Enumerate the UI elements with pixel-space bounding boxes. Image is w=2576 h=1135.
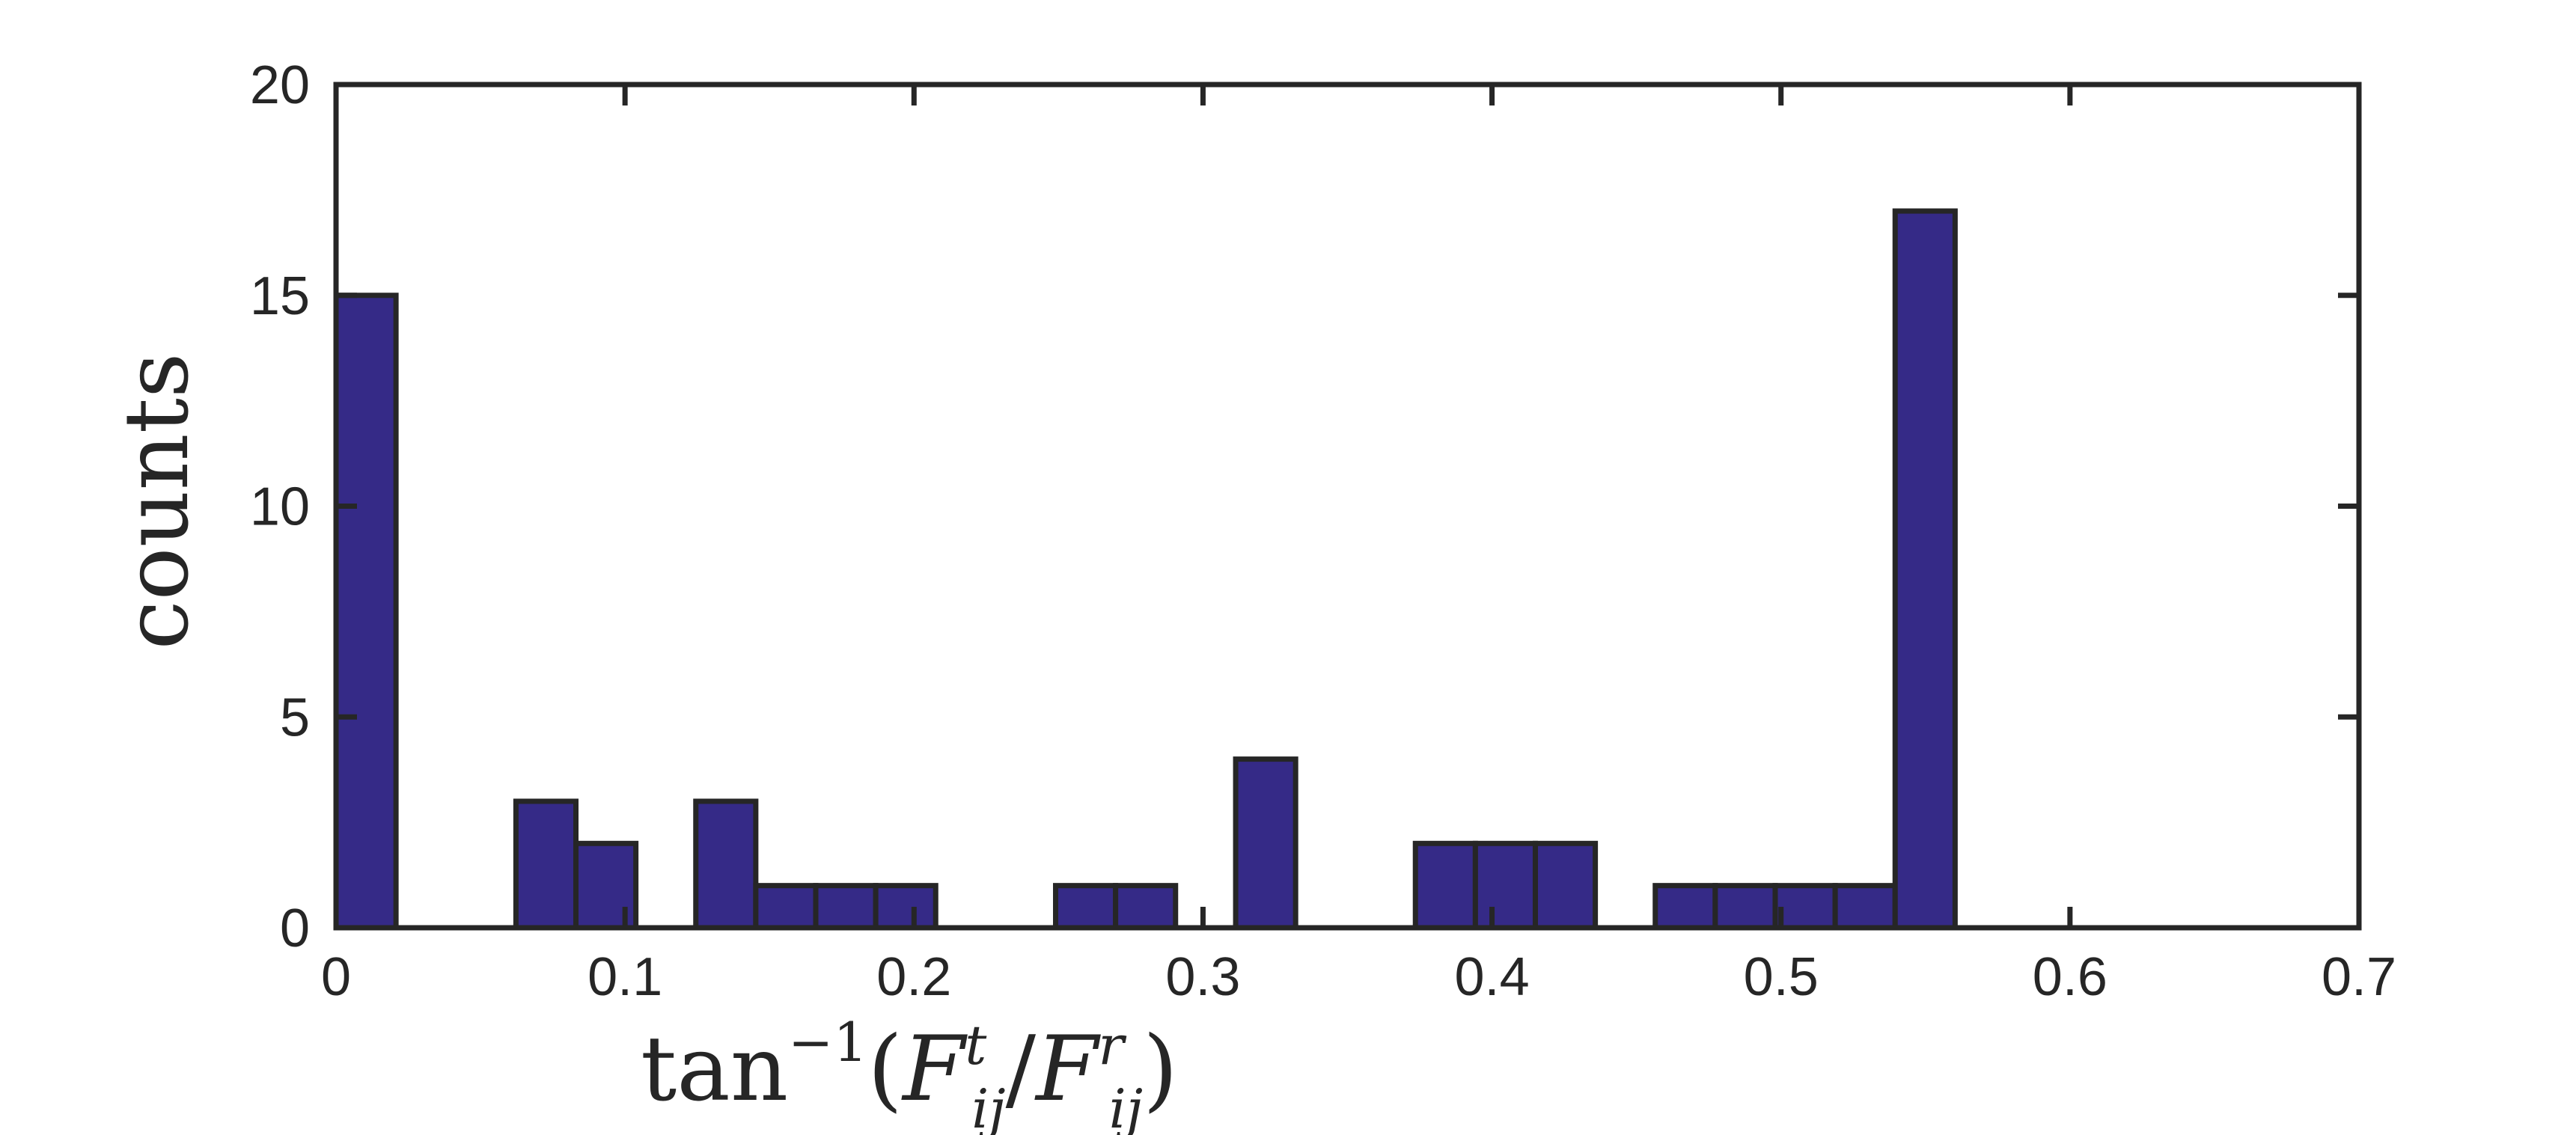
histogram-bar: [1772, 883, 1838, 931]
x-axis-label-func: tan: [641, 1018, 788, 1122]
x-axis-label-denominator: F: [1034, 1018, 1101, 1122]
histogram-bar: [813, 883, 879, 931]
histogram-bar: [1712, 883, 1778, 931]
x-axis-label: tan−1(Ft ij/Fr ij): [641, 1011, 1178, 1135]
x-tick-label: 0.1: [587, 947, 662, 1007]
x-tick-label: 0.6: [2033, 947, 2108, 1007]
y-tick-label: 20: [250, 55, 310, 115]
histogram-bar: [1652, 883, 1718, 931]
histogram-bar: [513, 798, 579, 931]
histogram-bar: [1472, 840, 1538, 931]
histogram-bar: [1233, 756, 1298, 931]
y-axis-label: counts: [105, 352, 208, 649]
x-axis-label-denominator-sup: r: [1098, 1014, 1126, 1077]
x-axis-label-numerator: F: [901, 1018, 968, 1122]
ticks-group: [333, 82, 2362, 931]
x-tick-label: 0.3: [1165, 947, 1240, 1007]
x-tick-label: 0.2: [876, 947, 951, 1007]
x-axis-label-close-paren: ): [1143, 1018, 1178, 1122]
bars-group: [333, 208, 1958, 931]
x-axis-label-denominator-sub: ij: [1109, 1077, 1143, 1135]
x-tick-label: 0.5: [1744, 947, 1819, 1007]
histogram-bar: [873, 883, 938, 931]
histogram-bar: [753, 883, 819, 931]
histogram-bar: [1412, 840, 1478, 931]
y-tick-label: 10: [250, 477, 310, 537]
histogram-bar: [1892, 208, 1958, 931]
x-axis-label-numerator-sub: ij: [971, 1077, 1005, 1135]
x-axis-label-numerator-sup: t: [965, 1014, 987, 1077]
histogram-bar: [1832, 883, 1898, 931]
y-tick-label: 0: [280, 899, 310, 958]
tick-labels-group: 0 0.1 0.2 0.3 0.4 0.5 0.6 0.7 0 5 10 15 20: [250, 55, 2396, 1007]
histogram-bar: [1052, 883, 1119, 931]
y-tick-label: 15: [250, 266, 310, 326]
x-tick-label: 0.7: [2322, 947, 2396, 1007]
histogram-bar: [1113, 883, 1179, 931]
y-tick-label: 5: [280, 688, 310, 747]
x-tick-label: 0: [321, 947, 351, 1007]
x-axis-label-open-paren: (: [867, 1018, 903, 1122]
x-axis-label-func-exponent: −1: [788, 1011, 867, 1074]
histogram-bar: [333, 293, 399, 931]
plot-frame: [333, 82, 2362, 931]
x-axis-label-slash: /: [1006, 1018, 1037, 1122]
histogram-bar: [1532, 840, 1599, 931]
x-tick-label: 0.4: [1455, 947, 1530, 1007]
histogram-bar: [693, 798, 759, 931]
